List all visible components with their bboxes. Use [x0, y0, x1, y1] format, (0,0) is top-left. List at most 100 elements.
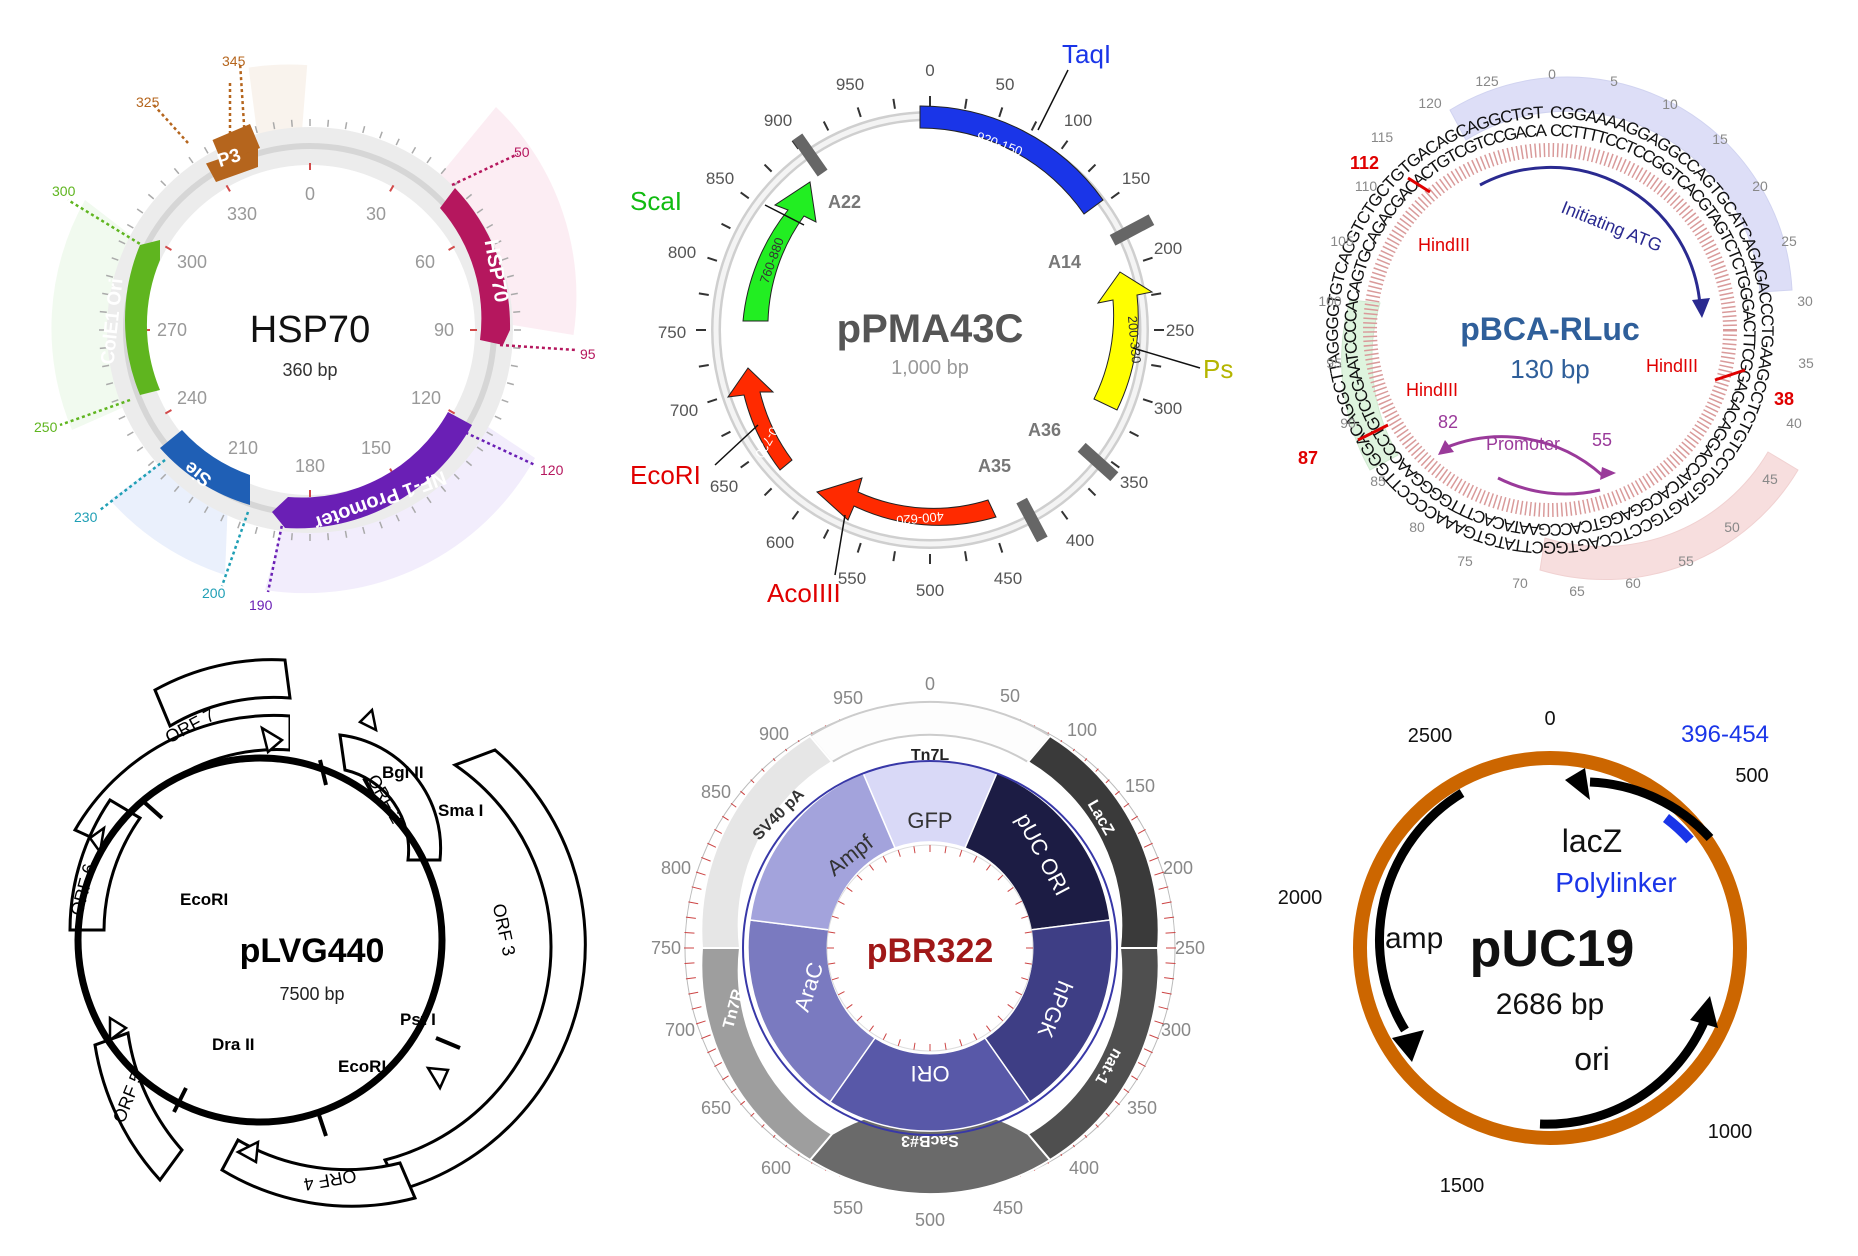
pbca-pos-55: 55 — [1592, 430, 1612, 450]
tick-mark — [828, 962, 836, 965]
tick-mark — [126, 223, 134, 229]
pbca-tick-0: 0 — [1548, 66, 1556, 82]
tick-mark — [105, 382, 114, 386]
ppma-tick-250: 250 — [1166, 321, 1194, 340]
tick-mark — [506, 274, 515, 278]
tick-mark — [1024, 931, 1032, 934]
tick-mark — [501, 257, 509, 261]
tick-mark — [1060, 140, 1069, 150]
tick-mark — [856, 542, 862, 553]
pbca-tick-35: 35 — [1798, 355, 1814, 371]
tick-mark — [188, 496, 194, 504]
tick-mark — [506, 382, 515, 386]
hsp-tick-300: 300 — [177, 252, 207, 272]
tick-mark — [203, 506, 209, 514]
tick-mark — [448, 409, 456, 415]
pbca-tick-65: 65 — [1569, 583, 1585, 599]
tick-mark — [1129, 430, 1139, 438]
pbr-tick-550: 550 — [833, 1198, 863, 1218]
pbca-tick-5: 5 — [1610, 73, 1618, 89]
ppma-tick-950: 950 — [836, 75, 864, 94]
puc-map: lacZ Polylinker 396-454 amp ori 0 500 10… — [1278, 708, 1769, 1197]
tick-mark — [327, 119, 330, 127]
tick-mark — [173, 167, 180, 175]
pbca-tick-10: 10 — [1662, 96, 1678, 112]
pbr-tick-150: 150 — [1125, 776, 1155, 796]
puc-tick-2500: 2500 — [1408, 725, 1453, 747]
tick-mark — [791, 510, 800, 520]
hsp-tick-330: 330 — [227, 204, 257, 224]
tick-mark — [220, 514, 225, 522]
tick-mark — [513, 310, 521, 313]
tick-mark — [997, 874, 1004, 881]
ppma-tick-750: 750 — [658, 323, 686, 342]
pbca-tick-60: 60 — [1625, 575, 1641, 591]
hsp-size: 360 bp — [282, 360, 337, 380]
tick-mark — [395, 514, 400, 522]
hsp-marker-50: 50 — [514, 144, 530, 160]
plvg-title: pLVG440 — [240, 932, 385, 970]
tick-mark — [822, 121, 830, 131]
tick-mark — [1030, 121, 1038, 131]
ppma-tick-0: 0 — [925, 61, 934, 80]
hsp-marker-190: 190 — [249, 597, 273, 613]
tick-mark — [111, 257, 119, 261]
pbca-tick-55: 55 — [1678, 553, 1694, 569]
tick-mark — [998, 542, 1004, 553]
pbr-tick-600: 600 — [761, 1158, 791, 1178]
ppma-tick-600: 600 — [766, 533, 794, 552]
pbca-pos-82: 82 — [1438, 412, 1458, 432]
plvg-size: 7500 bp — [279, 984, 344, 1004]
hsp-tick-210: 210 — [228, 438, 258, 458]
tick-mark — [688, 991, 699, 995]
tick-mark — [763, 163, 773, 173]
pbca-pos-38: 38 — [1774, 389, 1794, 409]
tick-mark — [897, 1039, 901, 1047]
pbr-tick-500: 500 — [915, 1210, 945, 1230]
tick-mark — [465, 193, 473, 200]
pbr-tick-700: 700 — [665, 1020, 695, 1040]
tick-mark — [892, 551, 896, 562]
tick-mark — [707, 398, 718, 404]
tick-mark — [997, 1015, 1004, 1022]
tick-mark — [892, 98, 896, 109]
pbca-tick-15: 15 — [1712, 131, 1728, 147]
pbca-pos-112: 112 — [1350, 153, 1379, 173]
pbca-tick-95: 95 — [1326, 355, 1342, 371]
ppma-marker-label-a22: A22 — [828, 192, 861, 212]
ppma-tick-800: 800 — [668, 243, 696, 262]
hsp-marker-325: 325 — [136, 94, 160, 110]
hsp-marker-200: 200 — [202, 585, 226, 601]
tick-mark — [1060, 510, 1069, 520]
tick-mark — [164, 245, 172, 251]
hsp-marker-230: 230 — [74, 509, 98, 525]
hsp-tick-180: 180 — [295, 456, 325, 476]
pbca-site-hindiii-2: HindIII — [1646, 356, 1698, 376]
hsp-marker-300: 300 — [52, 183, 76, 199]
tick-mark — [1154, 871, 1165, 876]
tick-mark — [707, 256, 718, 262]
tick-mark — [986, 864, 991, 871]
puc-label-polylinker: Polylinker — [1555, 867, 1676, 898]
tick-mark — [290, 119, 293, 127]
ppma-marker-a35 — [1016, 497, 1048, 543]
tick-mark — [173, 485, 180, 493]
ppma-marker-a14 — [1109, 214, 1155, 246]
tick-mark — [913, 1042, 916, 1050]
tick-mark — [237, 521, 241, 529]
pbca-annotation-promoter: Promoter — [1486, 434, 1560, 454]
tick-mark — [1021, 915, 1029, 919]
tick-mark — [118, 415, 126, 420]
pbca-size: 130 bp — [1510, 354, 1590, 384]
tick-mark — [411, 146, 417, 154]
tick-mark — [1143, 1048, 1153, 1054]
tick-mark — [395, 138, 400, 146]
tick-mark — [254, 526, 258, 535]
tick-mark — [882, 855, 887, 863]
tick-mark — [272, 122, 276, 130]
pbr-title: pBR322 — [867, 932, 994, 970]
pbr-tick-100: 100 — [1067, 720, 1097, 740]
puc-label-amp: amp — [1385, 922, 1443, 955]
tick-mark — [707, 842, 717, 848]
